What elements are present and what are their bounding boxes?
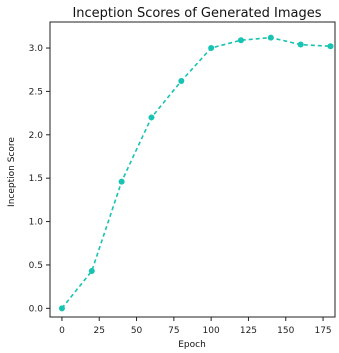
x-axis-label: Epoch bbox=[178, 340, 206, 350]
series-line bbox=[61, 36, 331, 309]
data-point bbox=[58, 305, 65, 312]
data-point bbox=[297, 41, 304, 48]
x-tick-label: 100 bbox=[203, 326, 220, 336]
x-tick-label: 0 bbox=[59, 326, 65, 336]
plot-area bbox=[49, 21, 336, 318]
x-tick-label: 150 bbox=[277, 326, 294, 336]
chart-title: Inception Scores of Generated Images bbox=[72, 6, 321, 21]
y-tick-label: 1.0 bbox=[29, 218, 44, 228]
data-point bbox=[208, 45, 215, 52]
data-point bbox=[237, 37, 244, 44]
y-tick-label: 0.5 bbox=[29, 261, 43, 271]
x-tick-label: 75 bbox=[168, 326, 179, 336]
y-tick-label: 2.0 bbox=[29, 131, 44, 141]
data-point bbox=[88, 268, 95, 275]
data-point bbox=[148, 114, 155, 121]
data-point bbox=[178, 78, 185, 84]
x-tick-label: 125 bbox=[240, 326, 257, 336]
data-point bbox=[327, 43, 334, 50]
data-point bbox=[118, 178, 125, 185]
y-tick-label: 3.0 bbox=[29, 44, 44, 54]
x-axis: 0 25 50 75 100 125 150 175 bbox=[59, 317, 332, 336]
x-tick-label: 175 bbox=[314, 326, 331, 336]
data-point bbox=[267, 34, 274, 41]
y-axis: 0.0 0.5 1.0 1.5 2.0 2.5 3.0 bbox=[29, 44, 50, 314]
y-tick-label: 0.0 bbox=[29, 304, 44, 314]
y-axis-label: Inception Score bbox=[7, 137, 17, 207]
y-tick-label: 2.5 bbox=[29, 87, 43, 97]
series-layer bbox=[58, 34, 334, 312]
x-tick-label: 25 bbox=[94, 326, 105, 336]
x-tick-label: 50 bbox=[131, 326, 143, 336]
y-tick-label: 1.5 bbox=[29, 174, 43, 184]
